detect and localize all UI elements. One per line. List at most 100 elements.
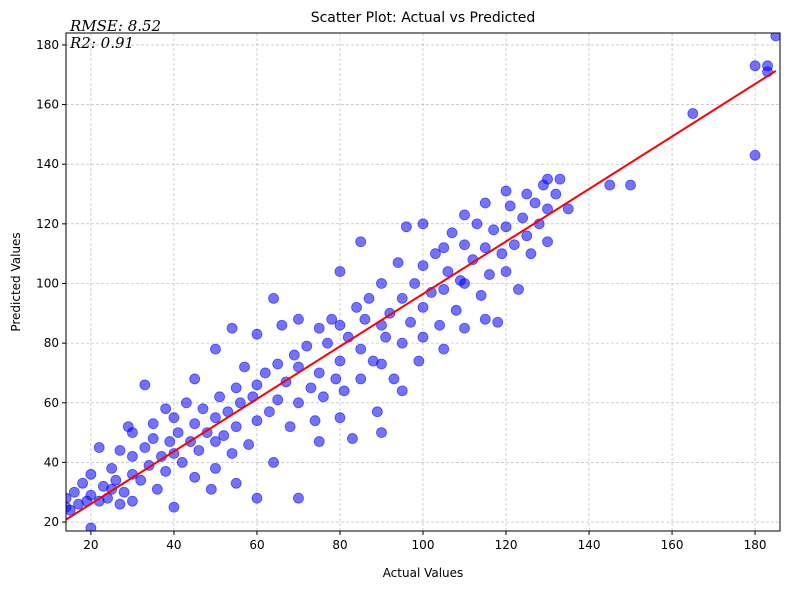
data-point xyxy=(85,468,97,480)
y-tick-label: 120 xyxy=(36,217,59,231)
data-point xyxy=(500,266,512,277)
data-point xyxy=(338,385,350,397)
data-point xyxy=(334,412,346,424)
y-tick-label: 180 xyxy=(36,38,59,52)
data-point xyxy=(189,418,201,430)
data-point xyxy=(355,236,367,248)
data-point xyxy=(293,397,304,409)
y-tick-label: 60 xyxy=(44,396,59,410)
data-points xyxy=(66,33,780,531)
data-point xyxy=(68,486,80,498)
x-tick-label: 20 xyxy=(83,538,98,552)
x-tick-label: 40 xyxy=(166,538,181,552)
data-point xyxy=(251,415,263,427)
data-point xyxy=(226,448,238,459)
fit-line xyxy=(66,70,777,521)
data-point xyxy=(400,221,412,233)
data-point xyxy=(268,457,279,468)
data-point xyxy=(625,179,636,191)
data-point xyxy=(288,349,300,361)
data-point xyxy=(542,203,553,215)
data-point xyxy=(396,337,408,349)
x-axis-title: Actual Values xyxy=(383,566,464,580)
axis-ticks: 20 40 60 80 100 120 140 160 180 20 40 60 80 100 120 140… xyxy=(36,38,766,552)
data-point xyxy=(226,322,238,334)
data-point xyxy=(251,492,263,504)
data-point xyxy=(459,239,470,251)
data-point xyxy=(189,471,201,483)
data-point xyxy=(77,477,89,489)
data-point xyxy=(542,236,553,248)
data-point xyxy=(413,355,425,367)
data-point xyxy=(351,301,362,313)
data-point xyxy=(110,474,122,486)
data-point xyxy=(147,433,159,444)
data-point xyxy=(355,373,367,385)
data-point xyxy=(168,501,180,513)
data-point xyxy=(322,337,333,349)
data-point xyxy=(392,257,404,269)
data-point xyxy=(160,403,172,415)
data-point xyxy=(151,483,163,495)
data-point xyxy=(210,462,221,474)
data-point xyxy=(114,498,126,510)
data-point xyxy=(687,108,699,119)
data-point xyxy=(334,319,346,331)
data-point xyxy=(168,412,180,424)
data-point xyxy=(347,433,358,444)
data-point xyxy=(85,489,97,501)
data-point xyxy=(301,340,313,352)
x-tick-label: 60 xyxy=(249,538,264,552)
data-point xyxy=(521,230,533,242)
data-point xyxy=(500,221,512,233)
y-tick-label: 160 xyxy=(36,98,59,112)
data-point xyxy=(525,248,537,260)
data-point xyxy=(604,179,616,191)
data-point xyxy=(770,33,780,42)
data-point xyxy=(66,504,76,516)
data-point xyxy=(93,442,105,453)
data-point xyxy=(517,212,529,224)
data-point xyxy=(172,427,184,438)
data-point xyxy=(264,406,275,418)
data-point xyxy=(330,373,342,385)
data-point xyxy=(160,465,172,477)
data-point xyxy=(239,361,250,373)
x-tick-label: 160 xyxy=(661,538,684,552)
data-point xyxy=(230,477,242,489)
data-point xyxy=(471,218,483,230)
data-point xyxy=(438,343,450,355)
data-point xyxy=(317,391,329,403)
data-point xyxy=(504,200,516,212)
fit-line-group xyxy=(66,70,777,521)
data-point xyxy=(164,436,176,447)
data-point xyxy=(417,301,429,313)
data-point xyxy=(488,224,499,236)
chart-title: Scatter Plot: Actual vs Predicted xyxy=(311,10,536,26)
data-point xyxy=(521,188,533,200)
data-point xyxy=(305,382,317,394)
data-point xyxy=(259,367,271,379)
data-point xyxy=(127,495,138,507)
data-point xyxy=(479,197,491,209)
data-point xyxy=(479,313,491,325)
data-point xyxy=(359,313,371,325)
data-point xyxy=(251,328,263,340)
data-point xyxy=(147,418,159,430)
data-point xyxy=(180,397,192,409)
data-point xyxy=(127,451,138,462)
data-point xyxy=(106,462,118,474)
data-point xyxy=(293,313,304,325)
data-point xyxy=(193,445,205,456)
data-point xyxy=(396,385,408,397)
data-point xyxy=(396,293,408,304)
data-point xyxy=(205,483,217,495)
data-point xyxy=(313,367,325,379)
y-tick-label: 140 xyxy=(36,157,59,171)
data-point xyxy=(417,260,429,271)
data-point xyxy=(230,421,242,433)
data-point xyxy=(554,173,566,185)
data-point xyxy=(508,239,520,251)
data-point xyxy=(430,248,441,260)
